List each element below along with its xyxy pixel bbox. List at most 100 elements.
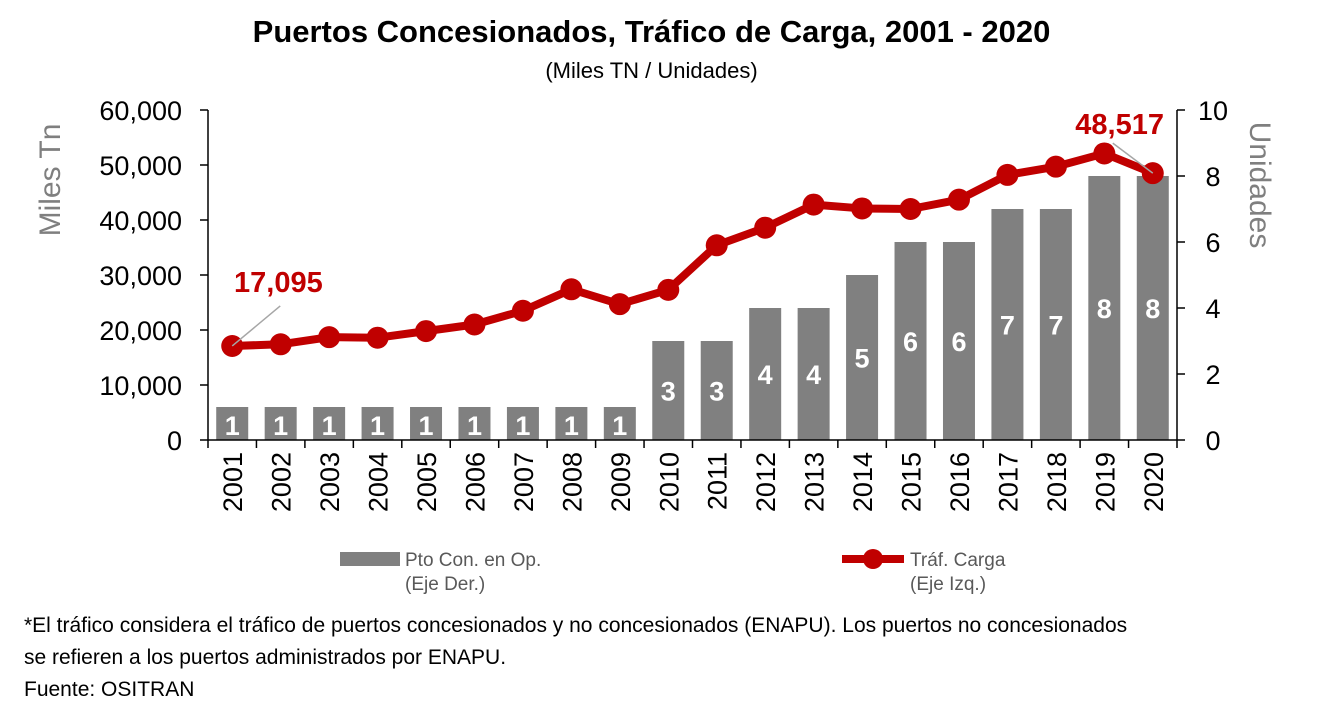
bar [361,407,394,440]
bar-data-label: 6 [903,327,918,357]
traffic-point [802,193,825,216]
legend-label: Pto Con. en Op. [405,550,541,571]
y-tick-label: 20,000 [99,316,182,346]
footnote-line-2: se refieren a los puertos administrados … [24,646,507,669]
x-tick-label: 2010 [654,452,684,512]
x-tick-label: 2013 [800,452,830,512]
traffic-point [996,163,1019,186]
x-tick-label: 2009 [606,452,636,512]
traffic-point [511,299,534,322]
bar-data-label: 1 [273,411,288,441]
bar [313,407,346,440]
legend-line-marker [863,549,883,569]
bar-data-label: 7 [1048,311,1063,341]
x-tick-label: 2007 [509,452,539,512]
traffic-point [754,216,777,239]
footnote-line-1: *El tráfico considera el tráfico de puer… [24,614,1128,637]
bar-data-label: 4 [758,360,773,390]
legend-bar-swatch [340,552,400,566]
bar [506,407,539,440]
bar-data-label: 1 [225,411,240,441]
y2-tick-label: 8 [1205,162,1220,192]
traffic-point [947,188,970,211]
x-tick-label: 2002 [267,452,297,512]
bar-data-label: 1 [467,411,482,441]
bars-layer [216,176,1169,440]
y2-tick-label: 4 [1205,294,1220,324]
traffic-point [899,198,922,220]
chart-subtitle: (Miles TN / Unidades) [545,58,758,83]
bar-data-label: 3 [661,377,676,407]
bar [797,308,830,440]
x-tick-label: 2015 [897,452,927,512]
callout-leader [1112,142,1154,174]
bar-data-label: 1 [419,411,434,441]
callout-leader [231,305,281,347]
y2-tick-label: 6 [1205,228,1220,258]
traffic-point [1044,155,1067,178]
bar [942,242,975,440]
traffic-point [318,326,341,349]
y2-tick-label: 0 [1205,426,1220,456]
traffic-point [657,278,680,301]
y2-tick-label: 2 [1205,360,1220,390]
callout-label: 48,517 [1075,109,1164,141]
y-tick-label: 50,000 [99,151,182,181]
chart-title: Puertos Concesionados, Tráfico de Carga,… [252,14,1051,49]
legend-sublabel: (Eje Izq.) [910,574,986,595]
x-tick-label: 2019 [1090,452,1120,512]
legend-sublabel: (Eje Der.) [405,574,485,595]
bar [264,407,297,440]
x-tick-label: 2003 [315,452,345,512]
bar-data-label: 3 [709,377,724,407]
bar [555,407,588,440]
bar [1088,176,1121,440]
y2-axis-title: Unidades [1243,122,1276,249]
x-tick-label: 2001 [218,452,248,512]
bar-data-label: 1 [564,411,579,441]
traffic-point [463,313,486,336]
bar [991,209,1024,440]
bar [458,407,491,440]
traffic-point [1093,142,1116,165]
x-tick-label: 2016 [945,452,975,512]
line-layer [221,142,1164,357]
bar-data-label: 1 [612,411,627,441]
bar [749,308,782,440]
y-tick-label: 60,000 [99,96,182,126]
x-tick-label: 2014 [848,452,878,512]
bar-data-label: 1 [515,411,530,441]
x-tick-label: 2011 [703,452,733,510]
y-tick-label: 40,000 [99,206,182,236]
x-tick-label: 2008 [557,452,587,512]
x-tick-label: 2018 [1042,452,1072,512]
x-tick-label: 2004 [364,452,394,512]
x-tick-label: 2012 [751,452,781,512]
traffic-point [415,320,438,343]
bar [1039,209,1072,440]
x-tick-label: 2017 [993,452,1023,512]
y-tick-label: 10,000 [99,371,182,401]
bar-data-label: 8 [1097,294,1112,324]
bar-data-label: 6 [951,327,966,357]
y-tick-label: 0 [167,426,182,456]
traffic-point [560,278,583,301]
callout-label: 17,095 [234,267,323,299]
traffic-point [366,326,389,349]
source-note: Fuente: OSITRAN [24,678,195,701]
bar-data-label: 1 [322,411,337,441]
bar-data-label: 1 [370,411,385,441]
y-tick-label: 30,000 [99,261,182,291]
bar-data-label: 8 [1145,294,1160,324]
traffic-point [269,333,292,356]
bar [603,407,636,440]
bar [846,275,879,440]
bar [1136,176,1169,440]
x-tick-label: 2020 [1139,452,1169,512]
bar-data-label: 7 [1000,311,1015,341]
x-tick-label: 2005 [412,452,442,512]
traffic-point [851,197,874,220]
y-axis-title: Miles Tn [34,124,67,237]
bar-data-label: 4 [806,360,821,390]
